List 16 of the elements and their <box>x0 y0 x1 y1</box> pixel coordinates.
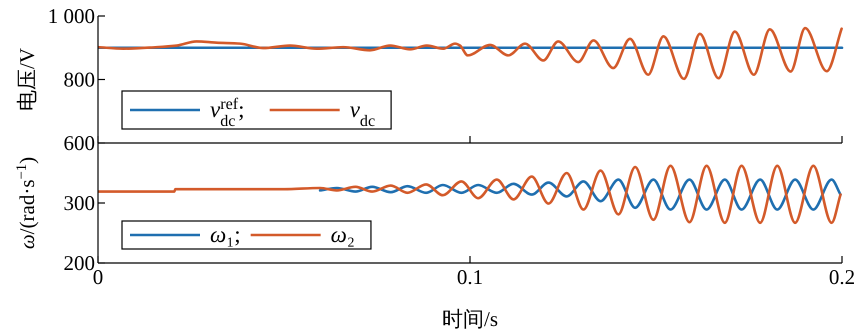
legend-label: v$_{dc}$ <box>350 97 376 130</box>
x-tick-label: 0.1 <box>456 265 484 289</box>
x-tick-label: 0 <box>92 265 104 289</box>
line-series <box>98 164 842 224</box>
y-tick-label: 800 <box>64 68 95 92</box>
y-axis-title: 电压/V <box>15 48 39 111</box>
y-tick-label: 600 <box>64 131 95 155</box>
y-tick-label: 200 <box>64 251 95 275</box>
y-tick-label: 300 <box>64 191 95 215</box>
x-axis-title: 时间/s <box>442 307 498 331</box>
y-tick-label: 1 000 <box>48 4 95 28</box>
line-series <box>98 26 843 80</box>
legend-label: ω₁; <box>210 222 241 247</box>
legend-label: v$_{dc}$$^{ref}$; <box>210 96 244 130</box>
x-tick-label: 0.2 <box>828 265 856 289</box>
legend-label: ω₂ <box>330 222 355 247</box>
